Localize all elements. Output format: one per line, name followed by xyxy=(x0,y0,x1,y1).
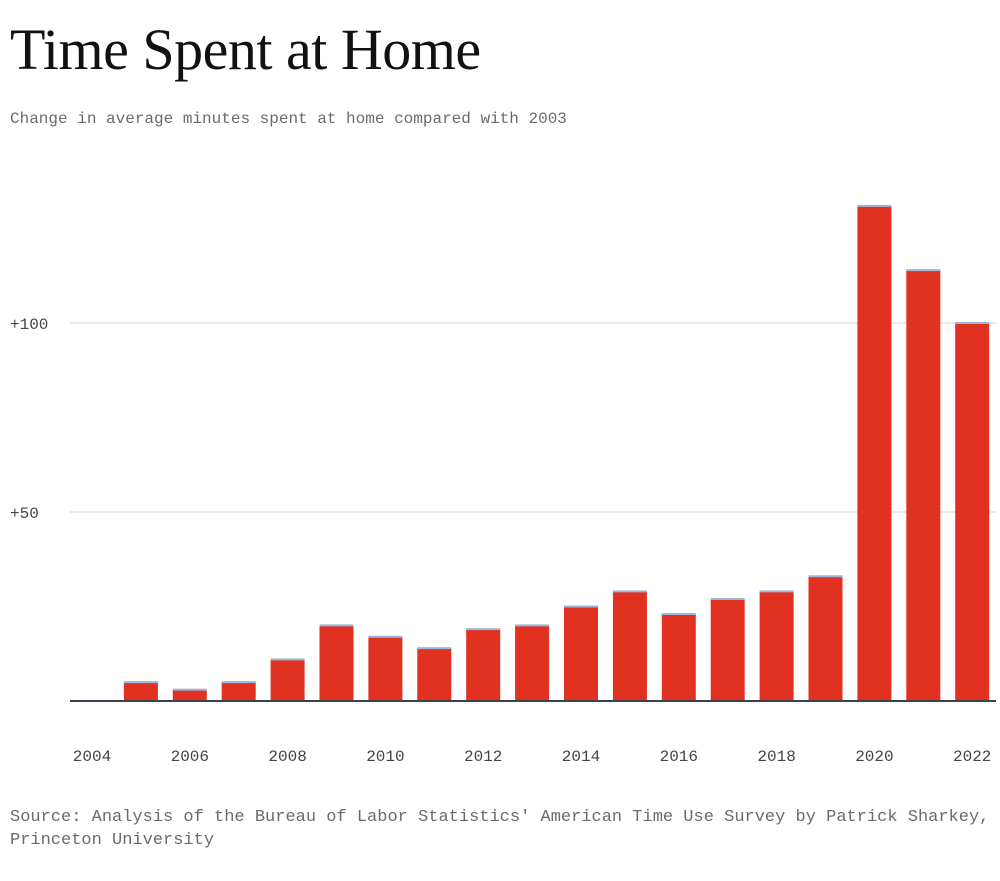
y-tick-label: +100 xyxy=(10,316,48,334)
bar-2017 xyxy=(710,598,745,701)
x-tick-label: 2004 xyxy=(73,748,111,766)
bar-2015 xyxy=(612,591,647,701)
x-tick-label: 2020 xyxy=(855,748,893,766)
x-tick-label: 2010 xyxy=(366,748,404,766)
bar-2020 xyxy=(857,205,892,701)
bar-2005 xyxy=(123,682,158,701)
bar-2021 xyxy=(906,270,941,701)
bar-2008 xyxy=(270,659,305,701)
x-tick-label: 2018 xyxy=(757,748,795,766)
x-tick-label: 2014 xyxy=(562,748,600,766)
x-tick-label: 2006 xyxy=(171,748,209,766)
bar-2011 xyxy=(417,648,452,701)
chart-subtitle: Change in average minutes spent at home … xyxy=(10,110,567,128)
y-tick-label: +50 xyxy=(10,505,39,523)
bar-2010 xyxy=(368,636,403,701)
bar-2018 xyxy=(759,591,794,701)
chart-title: Time Spent at Home xyxy=(10,17,481,82)
x-tick-label: 2016 xyxy=(660,748,698,766)
gridlines xyxy=(70,322,996,513)
bar-2022 xyxy=(955,323,990,701)
x-axis-ticks: 2004 2006 2008 2010 2012 2014 2016 2018 2020 2022 xyxy=(73,748,992,766)
x-tick-label: 2008 xyxy=(268,748,306,766)
chart-source: Source: Analysis of the Bureau of Labor … xyxy=(10,808,990,850)
bar-2019 xyxy=(808,576,843,701)
y-axis-ticks: +50 +100 xyxy=(10,316,48,523)
x-tick-label: 2022 xyxy=(953,748,991,766)
bar-2014 xyxy=(564,606,598,701)
bar-2009 xyxy=(319,625,354,701)
bar-2012 xyxy=(466,629,501,701)
bar-chart: +50 +100 2004 2006 2008 2010 2012 2014 2016 2018… xyxy=(10,204,996,766)
bar-2007 xyxy=(221,682,256,701)
bar-2006 xyxy=(172,689,207,701)
x-tick-label: 2012 xyxy=(464,748,502,766)
bar-2016 xyxy=(661,614,696,701)
bar-2013 xyxy=(515,625,550,701)
bars xyxy=(75,204,990,702)
